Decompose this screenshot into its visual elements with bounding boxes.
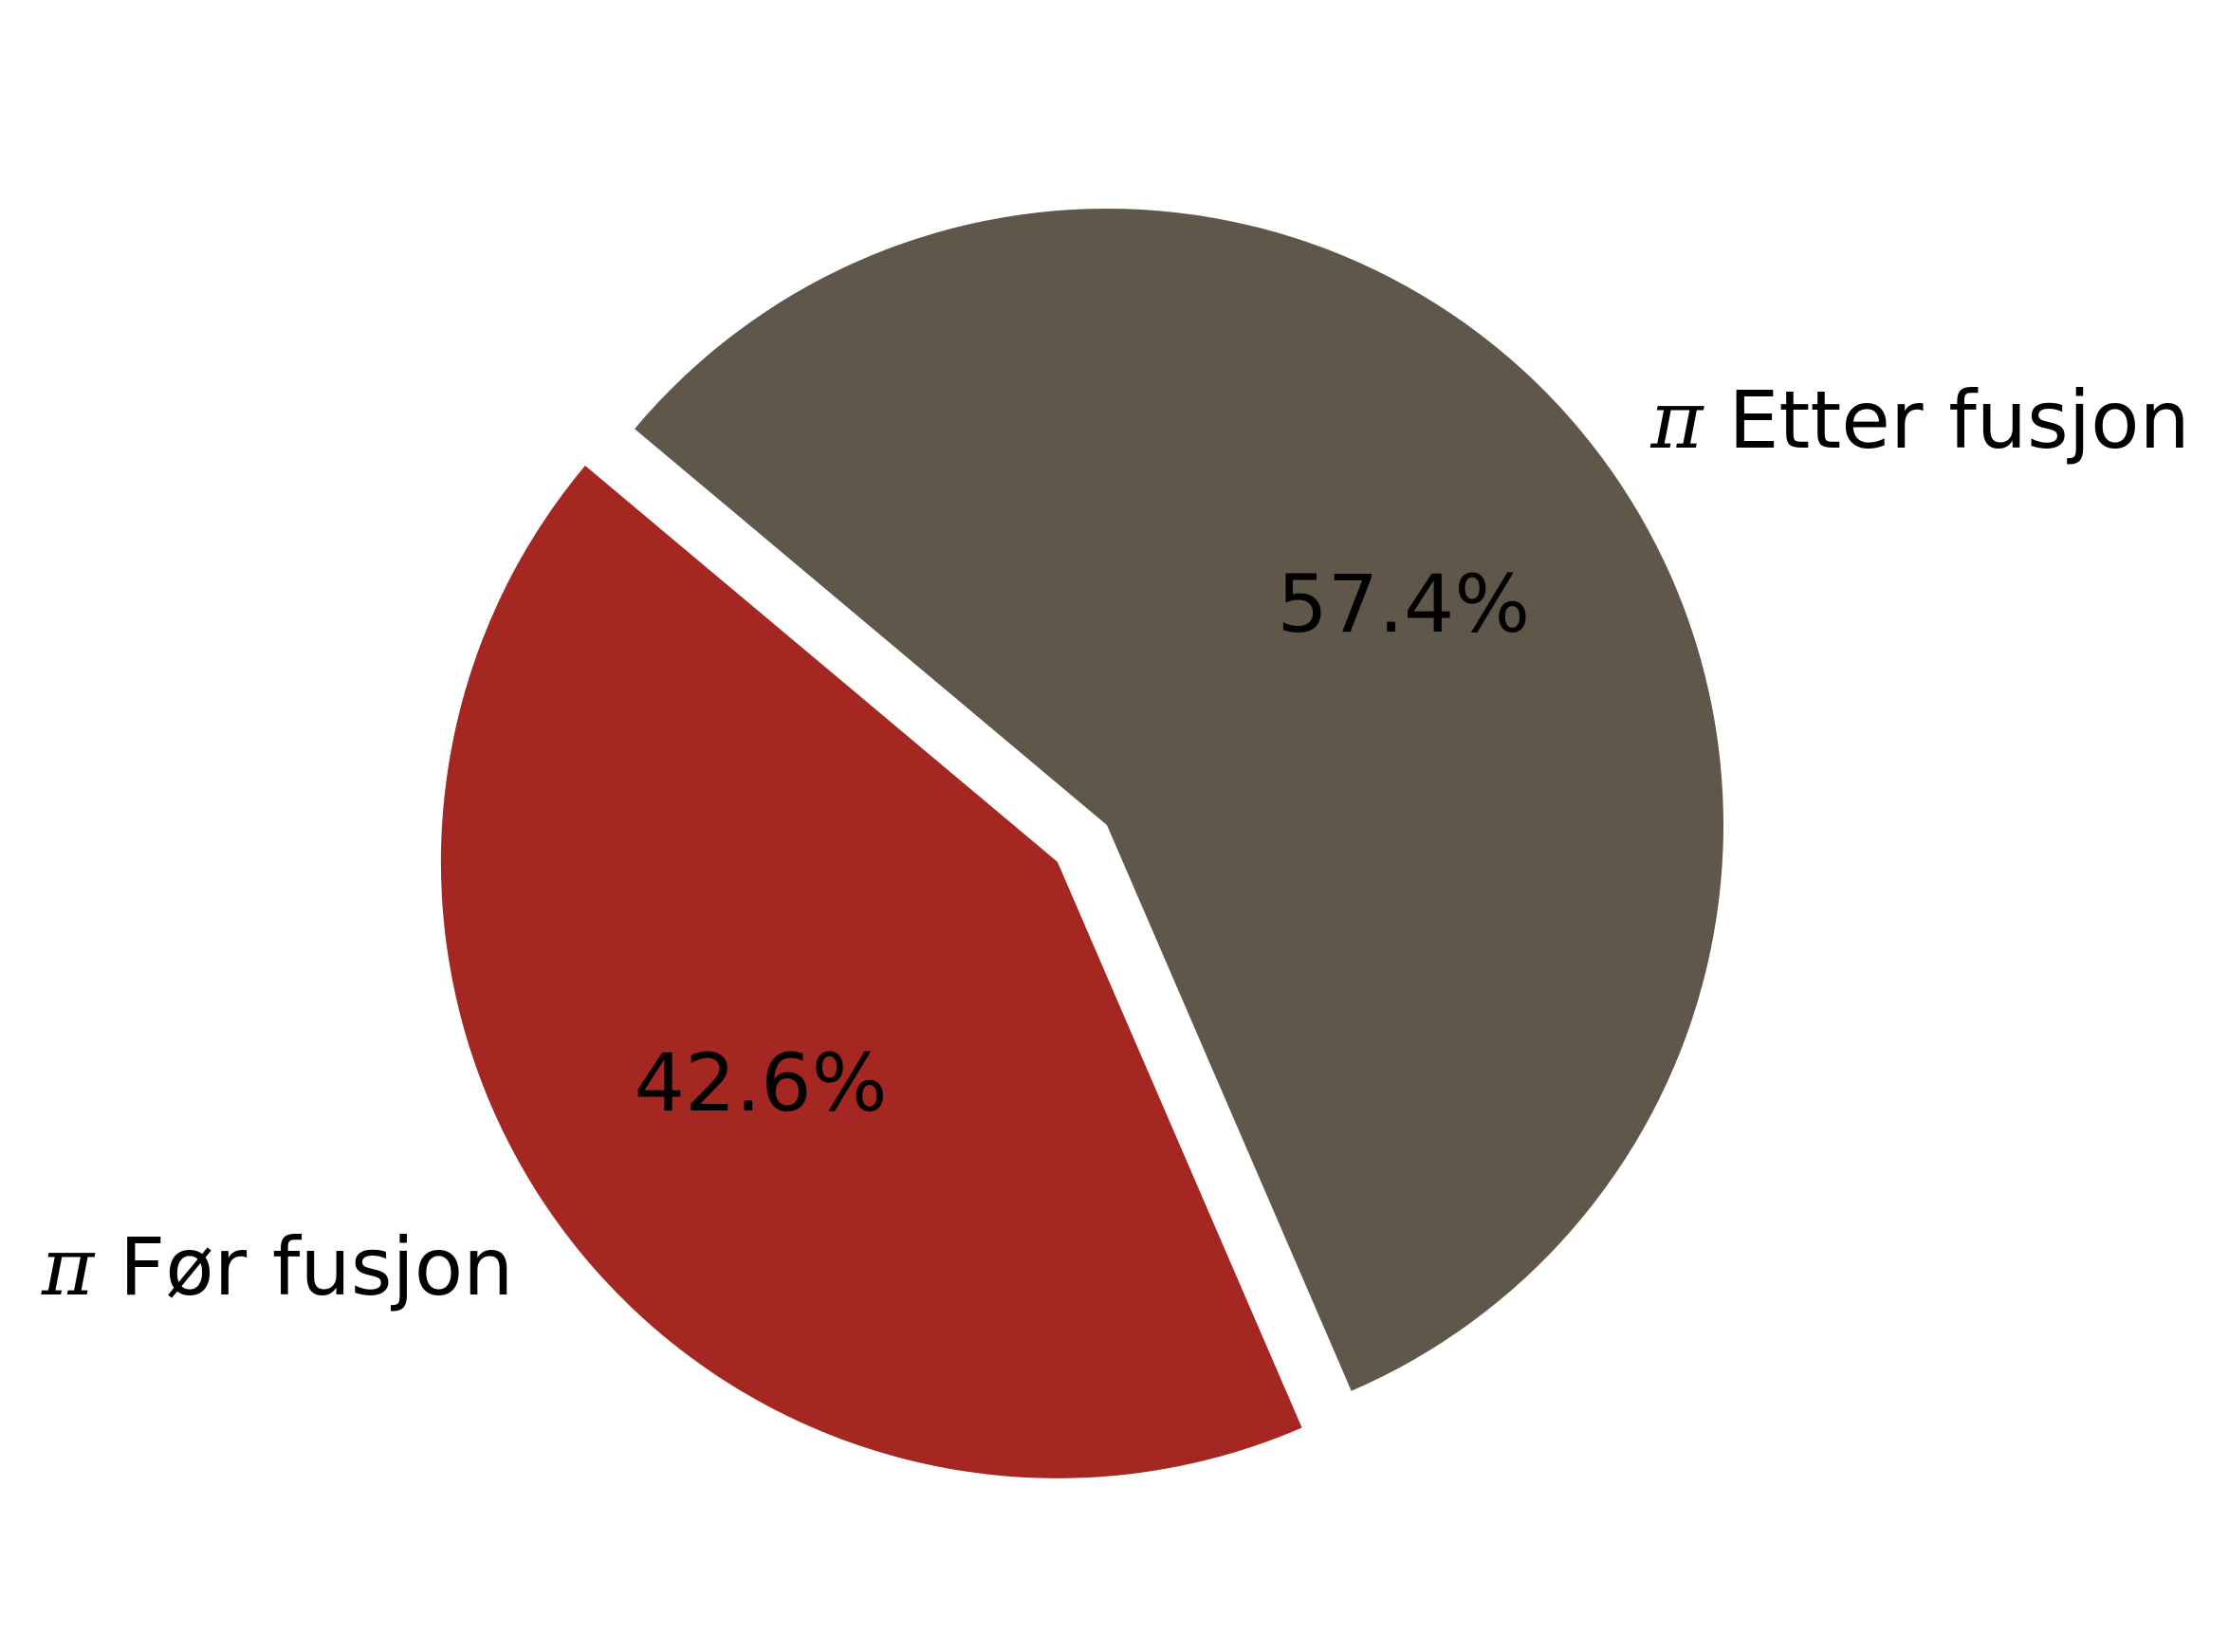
pie-value-label-0: 57.4% xyxy=(1277,558,1530,651)
slices-layer xyxy=(440,208,1724,1478)
pie-slice-0 xyxy=(635,208,1724,1391)
pie-value-label-1: 42.6% xyxy=(635,1037,888,1129)
pie-slice-1 xyxy=(440,466,1302,1478)
pie-category-label-0: π Etter fusjon xyxy=(1649,374,2189,467)
pie-category-label-1: π Før fusjon xyxy=(41,1221,513,1313)
labels-layer: 57.4% π Etter fusjon 42.6% π Før fusjon xyxy=(41,374,2190,1313)
